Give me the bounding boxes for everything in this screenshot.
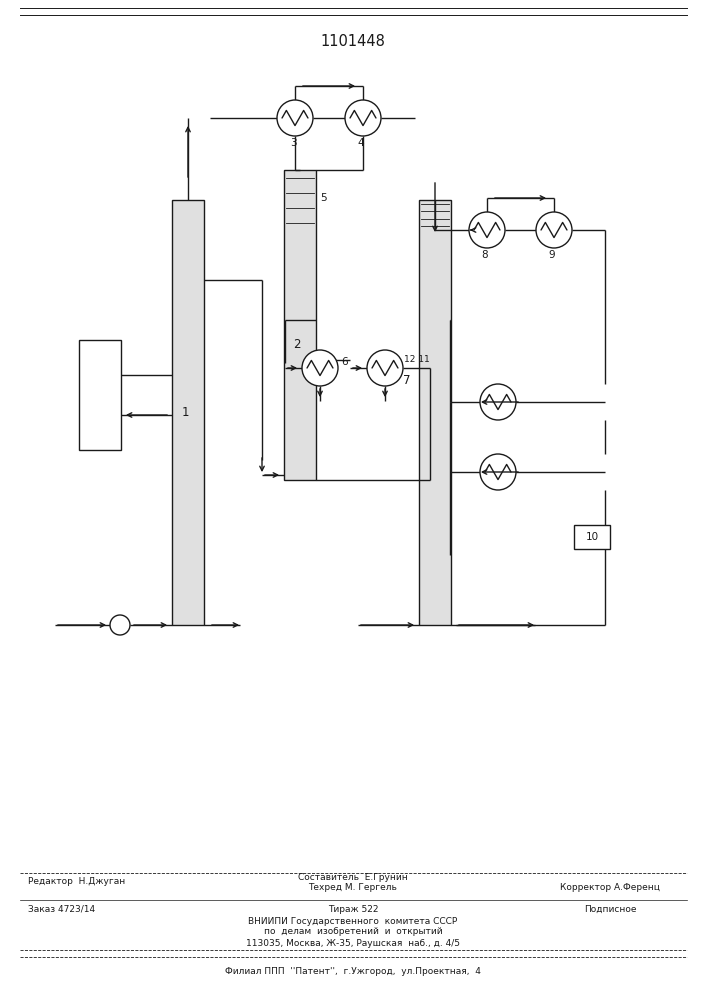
Text: 12 11: 12 11 xyxy=(404,356,430,364)
Text: 4: 4 xyxy=(358,138,364,148)
Text: Заказ 4723/14: Заказ 4723/14 xyxy=(28,904,95,914)
Text: 10: 10 xyxy=(585,532,599,542)
Bar xyxy=(172,200,204,625)
Text: Техред М. Гергель: Техред М. Гергель xyxy=(308,884,397,892)
Circle shape xyxy=(536,212,572,248)
Circle shape xyxy=(110,615,130,635)
Text: по  делам  изобретений  и  открытий: по делам изобретений и открытий xyxy=(264,928,443,936)
Text: 1: 1 xyxy=(181,406,189,419)
Text: 2: 2 xyxy=(293,338,300,352)
Circle shape xyxy=(480,384,516,420)
Circle shape xyxy=(277,100,313,136)
Bar xyxy=(574,525,610,549)
Text: Составитель  Е.Грунин: Составитель Е.Грунин xyxy=(298,872,408,882)
Text: 3: 3 xyxy=(290,138,296,148)
Text: 6: 6 xyxy=(341,357,348,367)
Bar xyxy=(419,200,451,625)
Text: 8: 8 xyxy=(481,250,489,260)
Text: 9: 9 xyxy=(549,250,555,260)
Text: 113035, Москва, Ж-35, Раушская  наб., д. 4/5: 113035, Москва, Ж-35, Раушская наб., д. … xyxy=(246,938,460,948)
Text: ВНИИПИ Государственного  комитета СССР: ВНИИПИ Государственного комитета СССР xyxy=(248,916,457,926)
Circle shape xyxy=(345,100,381,136)
Bar xyxy=(79,340,121,450)
Text: 7: 7 xyxy=(403,373,411,386)
Text: Редактор  Н.Джуган: Редактор Н.Джуган xyxy=(28,878,125,886)
Text: Подписное: Подписное xyxy=(584,904,636,914)
Circle shape xyxy=(480,454,516,490)
Bar xyxy=(284,170,316,480)
Text: Тираж 522: Тираж 522 xyxy=(328,904,378,914)
Text: 1101448: 1101448 xyxy=(320,34,385,49)
Circle shape xyxy=(469,212,505,248)
Text: 5: 5 xyxy=(320,193,327,203)
Circle shape xyxy=(367,350,403,386)
Circle shape xyxy=(302,350,338,386)
Text: Корректор А.Ференц: Корректор А.Ференц xyxy=(560,884,660,892)
Text: Филиал ППП  ''Патент'',  г.Ужгород,  ул.Проектная,  4: Филиал ППП ''Патент'', г.Ужгород, ул.Про… xyxy=(225,968,481,976)
